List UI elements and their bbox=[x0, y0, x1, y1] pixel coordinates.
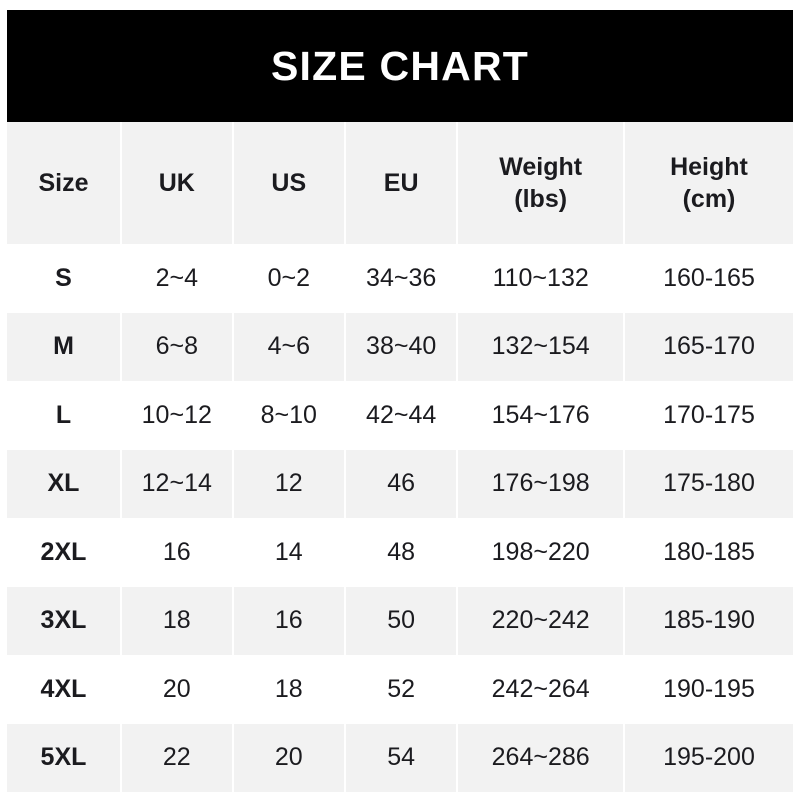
cell-height: 185-190 bbox=[623, 586, 793, 655]
table-row: 5XL 22 20 54 264~286 195-200 bbox=[7, 723, 793, 792]
cell-size: 2XL bbox=[7, 518, 122, 587]
cell-size: M bbox=[7, 312, 122, 381]
cell-us: 16 bbox=[232, 586, 346, 655]
cell-uk: 16 bbox=[120, 518, 234, 587]
cell-size: S bbox=[7, 244, 122, 313]
column-header-us-label: US bbox=[271, 169, 307, 197]
cell-height: 170-175 bbox=[623, 381, 793, 450]
column-header-uk-label: UK bbox=[158, 169, 195, 197]
cell-uk: 12~14 bbox=[120, 449, 234, 518]
cell-eu: 46 bbox=[344, 449, 459, 518]
cell-us: 8~10 bbox=[232, 381, 346, 450]
cell-uk: 6~8 bbox=[120, 312, 234, 381]
cell-weight: 242~264 bbox=[457, 655, 625, 724]
table-row: 2XL 16 14 48 198~220 180-185 bbox=[7, 518, 793, 587]
column-header-weight-unit: (lbs) bbox=[514, 185, 568, 213]
cell-weight: 264~286 bbox=[457, 723, 625, 792]
size-chart-table: Size UK US EU Weight (lbs) Height (cm) bbox=[7, 122, 793, 792]
table-row: S 2~4 0~2 34~36 110~132 160-165 bbox=[7, 244, 793, 313]
cell-us: 20 bbox=[232, 723, 346, 792]
cell-eu: 38~40 bbox=[344, 312, 459, 381]
cell-eu: 48 bbox=[344, 518, 459, 587]
table-row: 4XL 20 18 52 242~264 190-195 bbox=[7, 655, 793, 724]
cell-weight: 132~154 bbox=[457, 312, 625, 381]
cell-eu: 34~36 bbox=[344, 244, 459, 313]
title-banner: SIZE CHART bbox=[7, 10, 793, 122]
cell-weight: 110~132 bbox=[457, 244, 625, 313]
cell-height: 195-200 bbox=[623, 723, 793, 792]
column-header-height: Height (cm) bbox=[623, 122, 793, 244]
cell-weight: 176~198 bbox=[457, 449, 625, 518]
cell-us: 18 bbox=[232, 655, 346, 724]
cell-uk: 20 bbox=[120, 655, 234, 724]
cell-us: 12 bbox=[232, 449, 346, 518]
table-body: S 2~4 0~2 34~36 110~132 160-165 M 6~8 4~… bbox=[7, 244, 793, 792]
table-row: 3XL 18 16 50 220~242 185-190 bbox=[7, 586, 793, 655]
cell-us: 4~6 bbox=[232, 312, 346, 381]
column-header-uk: UK bbox=[120, 122, 234, 244]
column-header-eu-label: EU bbox=[383, 169, 419, 197]
cell-height: 165-170 bbox=[623, 312, 793, 381]
cell-us: 14 bbox=[232, 518, 346, 587]
table-header: Size UK US EU Weight (lbs) Height (cm) bbox=[7, 122, 793, 244]
cell-weight: 154~176 bbox=[457, 381, 625, 450]
cell-size: 5XL bbox=[7, 723, 122, 792]
cell-height: 160-165 bbox=[623, 244, 793, 313]
column-header-height-label: Height bbox=[670, 153, 748, 181]
cell-uk: 10~12 bbox=[120, 381, 234, 450]
cell-size: 3XL bbox=[7, 586, 122, 655]
cell-eu: 50 bbox=[344, 586, 459, 655]
cell-eu: 54 bbox=[344, 723, 459, 792]
column-header-eu: EU bbox=[344, 122, 459, 244]
cell-size: 4XL bbox=[7, 655, 122, 724]
table-row: XL 12~14 12 46 176~198 175-180 bbox=[7, 449, 793, 518]
cell-uk: 2~4 bbox=[120, 244, 234, 313]
cell-uk: 18 bbox=[120, 586, 234, 655]
table-row: M 6~8 4~6 38~40 132~154 165-170 bbox=[7, 312, 793, 381]
column-header-weight-label: Weight bbox=[499, 153, 583, 181]
header-row: Size UK US EU Weight (lbs) Height (cm) bbox=[7, 122, 793, 244]
column-header-height-unit: (cm) bbox=[682, 185, 736, 213]
cell-size: L bbox=[7, 381, 122, 450]
cell-height: 190-195 bbox=[623, 655, 793, 724]
cell-us: 0~2 bbox=[232, 244, 346, 313]
cell-size: XL bbox=[7, 449, 122, 518]
cell-height: 175-180 bbox=[623, 449, 793, 518]
column-header-weight: Weight (lbs) bbox=[457, 122, 625, 244]
column-header-size: Size bbox=[7, 122, 122, 244]
page-title: SIZE CHART bbox=[271, 42, 529, 89]
cell-uk: 22 bbox=[120, 723, 234, 792]
table-row: L 10~12 8~10 42~44 154~176 170-175 bbox=[7, 381, 793, 450]
cell-height: 180-185 bbox=[623, 518, 793, 587]
cell-weight: 198~220 bbox=[457, 518, 625, 587]
cell-eu: 42~44 bbox=[344, 381, 459, 450]
cell-weight: 220~242 bbox=[457, 586, 625, 655]
cell-eu: 52 bbox=[344, 655, 459, 724]
column-header-size-label: Size bbox=[38, 169, 89, 197]
column-header-us: US bbox=[232, 122, 346, 244]
